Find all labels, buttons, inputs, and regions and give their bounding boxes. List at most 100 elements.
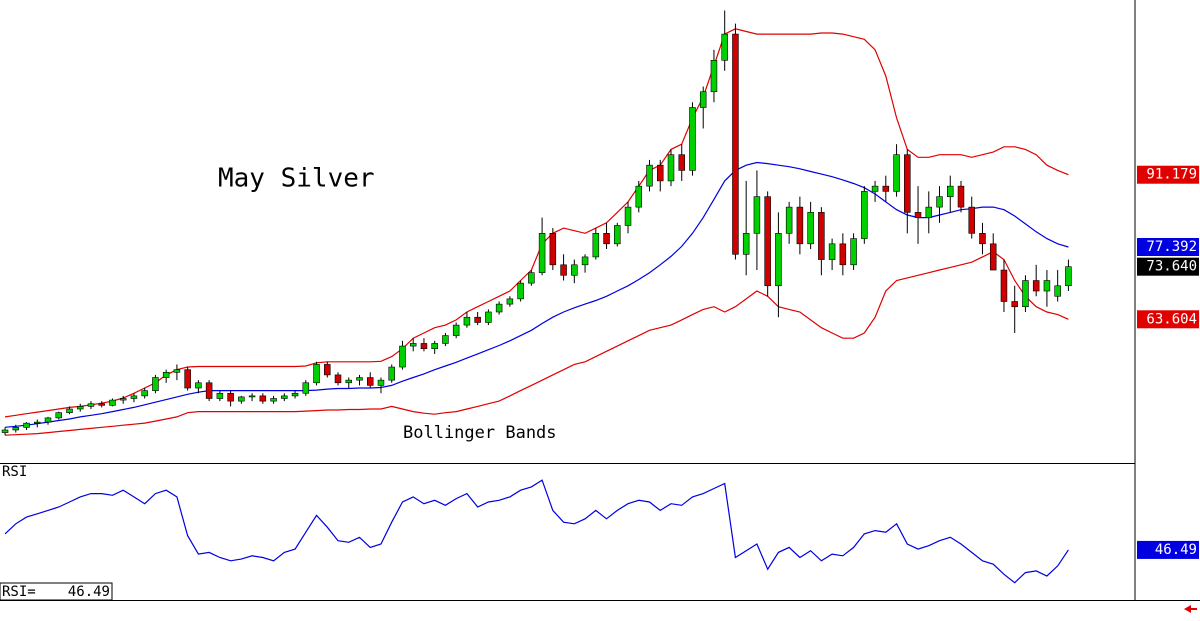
candle-body (452, 324, 460, 336)
candle-body (785, 206, 793, 234)
candle-body (828, 243, 836, 260)
candle-body (742, 233, 750, 255)
candle-body (989, 243, 997, 271)
value-box (1137, 257, 1199, 276)
candle-body (904, 154, 911, 213)
candle-body (238, 396, 245, 402)
candle-body (55, 412, 63, 419)
candle-body (44, 417, 52, 423)
candle-body (420, 343, 428, 349)
candle-body (925, 206, 933, 218)
candle-body (560, 264, 567, 276)
candle-body (442, 335, 449, 344)
candle-body (678, 154, 685, 171)
value-box-label: 63.604 (1146, 311, 1197, 327)
candle-body (850, 238, 857, 266)
candle-body (119, 398, 127, 401)
candle-body (646, 164, 653, 187)
candle-body (603, 233, 610, 245)
candle-body (936, 196, 943, 208)
band-line-lower (4, 251, 1069, 436)
candle-body (947, 185, 954, 197)
candle-body (173, 369, 181, 373)
candle-body (162, 371, 170, 378)
candle-body (807, 212, 814, 245)
rsi-readout-label: RSI= (2, 584, 36, 600)
candle-body (281, 395, 288, 399)
candle-body (152, 377, 159, 391)
candle-body (130, 395, 138, 399)
candle-body (764, 196, 771, 287)
candle-body (34, 421, 41, 424)
candle-body (377, 379, 385, 386)
candle-body (549, 233, 557, 266)
candle-body (968, 206, 975, 234)
candle-body (388, 366, 395, 381)
candle-body (98, 403, 105, 406)
candle-body (366, 377, 374, 386)
candle-body (345, 379, 353, 384)
candle-body (592, 233, 600, 258)
candle-body (656, 164, 664, 182)
candle-body (581, 256, 589, 266)
candle-body (1011, 301, 1018, 308)
candle-body (753, 196, 761, 234)
band-line-upper (4, 28, 1069, 418)
rsi-readout-value: 46.49 (68, 584, 110, 600)
candle-body (495, 303, 503, 313)
candle-body (1043, 280, 1051, 292)
candle-body (732, 33, 739, 255)
rsi-readout-box (0, 582, 113, 601)
candle-body (302, 382, 310, 394)
rsi-title: RSI (2, 464, 27, 480)
candle-body (334, 374, 342, 384)
candle-body (538, 233, 546, 273)
value-box-label: 91.179 (1146, 167, 1197, 183)
value-box-label: 73.640 (1146, 259, 1197, 275)
candle-body (871, 185, 879, 192)
value-box-label: 77.392 (1146, 239, 1197, 255)
candle-body (914, 212, 922, 218)
rsi-line (4, 479, 1069, 584)
candle-body (313, 364, 320, 384)
candle-body (796, 206, 804, 245)
candle-body (66, 408, 73, 413)
candle-body (861, 191, 868, 239)
marks-layer (1, 10, 1072, 584)
annotation: Bollinger Bands (403, 423, 557, 443)
candle-body (474, 316, 481, 323)
chart-title: May Silver (218, 164, 375, 194)
candle-body (485, 311, 492, 323)
candle-body (216, 392, 224, 399)
candle-body (409, 343, 417, 347)
candle-body (270, 398, 277, 402)
candle-body (184, 369, 191, 389)
candle-body (431, 343, 438, 349)
candle-body (399, 345, 406, 368)
candle-body (356, 377, 363, 381)
candle-body (324, 364, 331, 376)
candle-body (571, 264, 578, 276)
candle-body (624, 206, 632, 226)
candle-body (614, 225, 621, 245)
candle-body (109, 399, 116, 406)
candle-body (1032, 280, 1040, 292)
candle-body (205, 382, 213, 399)
candle-body (1022, 280, 1029, 308)
candle-body (689, 107, 696, 171)
candle-body (1000, 269, 1008, 302)
value-box (1137, 540, 1199, 559)
candle-body (517, 282, 524, 300)
candle-body (248, 395, 256, 398)
candle-body (506, 298, 514, 305)
band-line-middle (4, 161, 1069, 428)
scroll-arrow[interactable] (1184, 605, 1197, 613)
candle-body (1065, 266, 1072, 287)
candle-body (528, 272, 535, 284)
candle-body (699, 91, 707, 108)
candle-body (23, 422, 30, 428)
candle-body (818, 212, 825, 260)
candle-body (893, 154, 900, 192)
candle-body (1054, 285, 1061, 297)
